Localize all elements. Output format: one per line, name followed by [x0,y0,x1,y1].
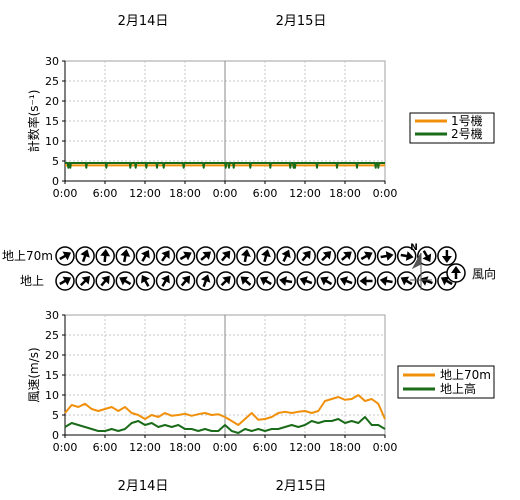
legend-label-70m: 地上70m [440,368,491,382]
wind-arrow-legend-icon [446,263,466,283]
wind-arrow-icon [135,271,156,291]
legend-label-unit2: 2号機 [451,126,483,141]
wind-arrow-icon [236,246,256,266]
wind-arrow-icon [135,246,156,266]
wind-direction-rows [55,246,457,291]
wind-arrow-icon [256,246,276,266]
wind-arrow-icon [175,246,196,266]
y-axis-label: 計数率(s⁻¹) [26,90,41,153]
wind-arrow-icon [195,271,216,291]
wind-arrow-icon [336,271,357,291]
y-tick-label: 15 [45,369,59,382]
date-label-day2-top: 2月15日 [276,14,327,29]
wind-arrow-icon [95,271,115,291]
date-label-day2-bottom: 2月15日 [276,479,327,494]
x-tick-label: 6:00 [253,187,278,200]
x-tick-label: 18:00 [169,441,201,454]
y-tick-label: 15 [45,115,59,128]
wind-arrow-icon [417,246,437,266]
x-tick-label: 18:00 [329,441,361,454]
y-axis-label: 風速(m/s) [27,347,41,402]
wind-row-label-ground: 地上 [20,274,44,288]
wind-arrow-icon [95,246,115,266]
wind-arrow-icon [296,271,316,291]
wind-arrow-icon [216,246,236,266]
wind-arrow-icon [376,271,397,291]
y-tick-label: 0 [52,429,59,442]
wind-arrow-icon [216,271,236,291]
x-tick-label: 0:00 [53,441,78,454]
date-label-day1-top: 2月14日 [118,14,169,29]
wind-arrow-icon [276,271,296,291]
north-arrow-icon: N [410,243,432,290]
y-tick-label: 0 [52,175,59,188]
wind-arrow-icon [417,271,437,291]
wind-arrow-icon [115,246,136,266]
y-tick-label: 5 [52,409,59,422]
x-tick-label: 6:00 [253,441,278,454]
series-line-0-1 [65,162,385,169]
wind-arrow-icon [236,271,256,291]
y-tick-label: 10 [45,389,59,402]
wind-arrow-icon [296,246,316,266]
wind-speed-chart: 0 5 10 15 20 25 30 0:00 6:00 12:00 18:00 0:00 6:00 12… [27,309,397,454]
wind-row-label-70m: 地上70m [2,249,53,263]
count-rate-legend: 1号機 2号機 [409,112,495,144]
x-tick-label: 18:00 [329,187,361,200]
wind-arrow-icon [115,271,136,291]
wind-arrow-icon [55,246,75,266]
wind-arrow-icon [75,246,95,266]
wind-arrow-icon [446,263,466,283]
x-tick-label: 6:00 [93,441,118,454]
wind-arrow-icon [55,271,75,291]
wind-speed-legend: 地上70m 地上高 [397,365,495,399]
x-tick-label: 0:00 [53,187,78,200]
y-tick-label: 25 [45,329,59,342]
x-tick-label: 12:00 [289,187,321,200]
wind-arrow-icon [175,271,196,291]
x-tick-label: 12:00 [129,441,161,454]
x-tick-label: 0:00 [373,187,398,200]
legend-label-unit1: 1号機 [451,113,483,128]
wind-arrow-icon [437,246,457,266]
x-tick-label: 0:00 [213,441,238,454]
y-tick-label: 10 [45,135,59,148]
wind-arrow-icon [356,271,377,291]
x-tick-label: 0:00 [373,441,398,454]
wind-arrow-icon [256,271,276,291]
series-line-1-0 [64,394,386,426]
y-tick-label: 30 [45,309,59,322]
x-tick-label: 6:00 [93,187,118,200]
wind-arrow-icon [356,246,377,266]
wind-arrow-icon [396,246,417,266]
wind-arrow-icon [396,271,417,291]
count-rate-chart: 0 5 10 15 20 25 30 0:00 6:00 12:00 18:00 0:00 6:00 12… [26,55,397,200]
y-tick-label: 25 [45,75,59,88]
wind-arrow-icon [276,246,296,266]
north-label: N [410,243,418,253]
y-tick-label: 20 [45,349,59,362]
y-tick-label: 30 [45,55,59,68]
wind-arrow-icon [316,271,337,291]
wind-arrow-icon [336,246,357,266]
legend-label-ground: 地上高 [440,381,476,396]
wind-arrow-icon [316,246,337,266]
x-tick-label: 18:00 [169,187,201,200]
wind-arrow-icon [376,246,397,266]
y-tick-label: 20 [45,95,59,108]
date-label-day1-bottom: 2月14日 [118,479,169,494]
x-tick-label: 12:00 [129,187,161,200]
wind-arrow-icon [155,246,176,266]
wind-arrow-icon [155,271,176,291]
wind-direction-legend: 風向 [446,263,496,283]
x-tick-label: 12:00 [289,441,321,454]
x-tick-label: 0:00 [213,187,238,200]
y-tick-label: 5 [52,155,59,168]
series-line-1-1 [64,416,386,434]
wind-legend-label: 風向 [472,266,496,281]
wind-arrow-icon [75,271,95,291]
wind-arrow-icon [195,246,216,266]
